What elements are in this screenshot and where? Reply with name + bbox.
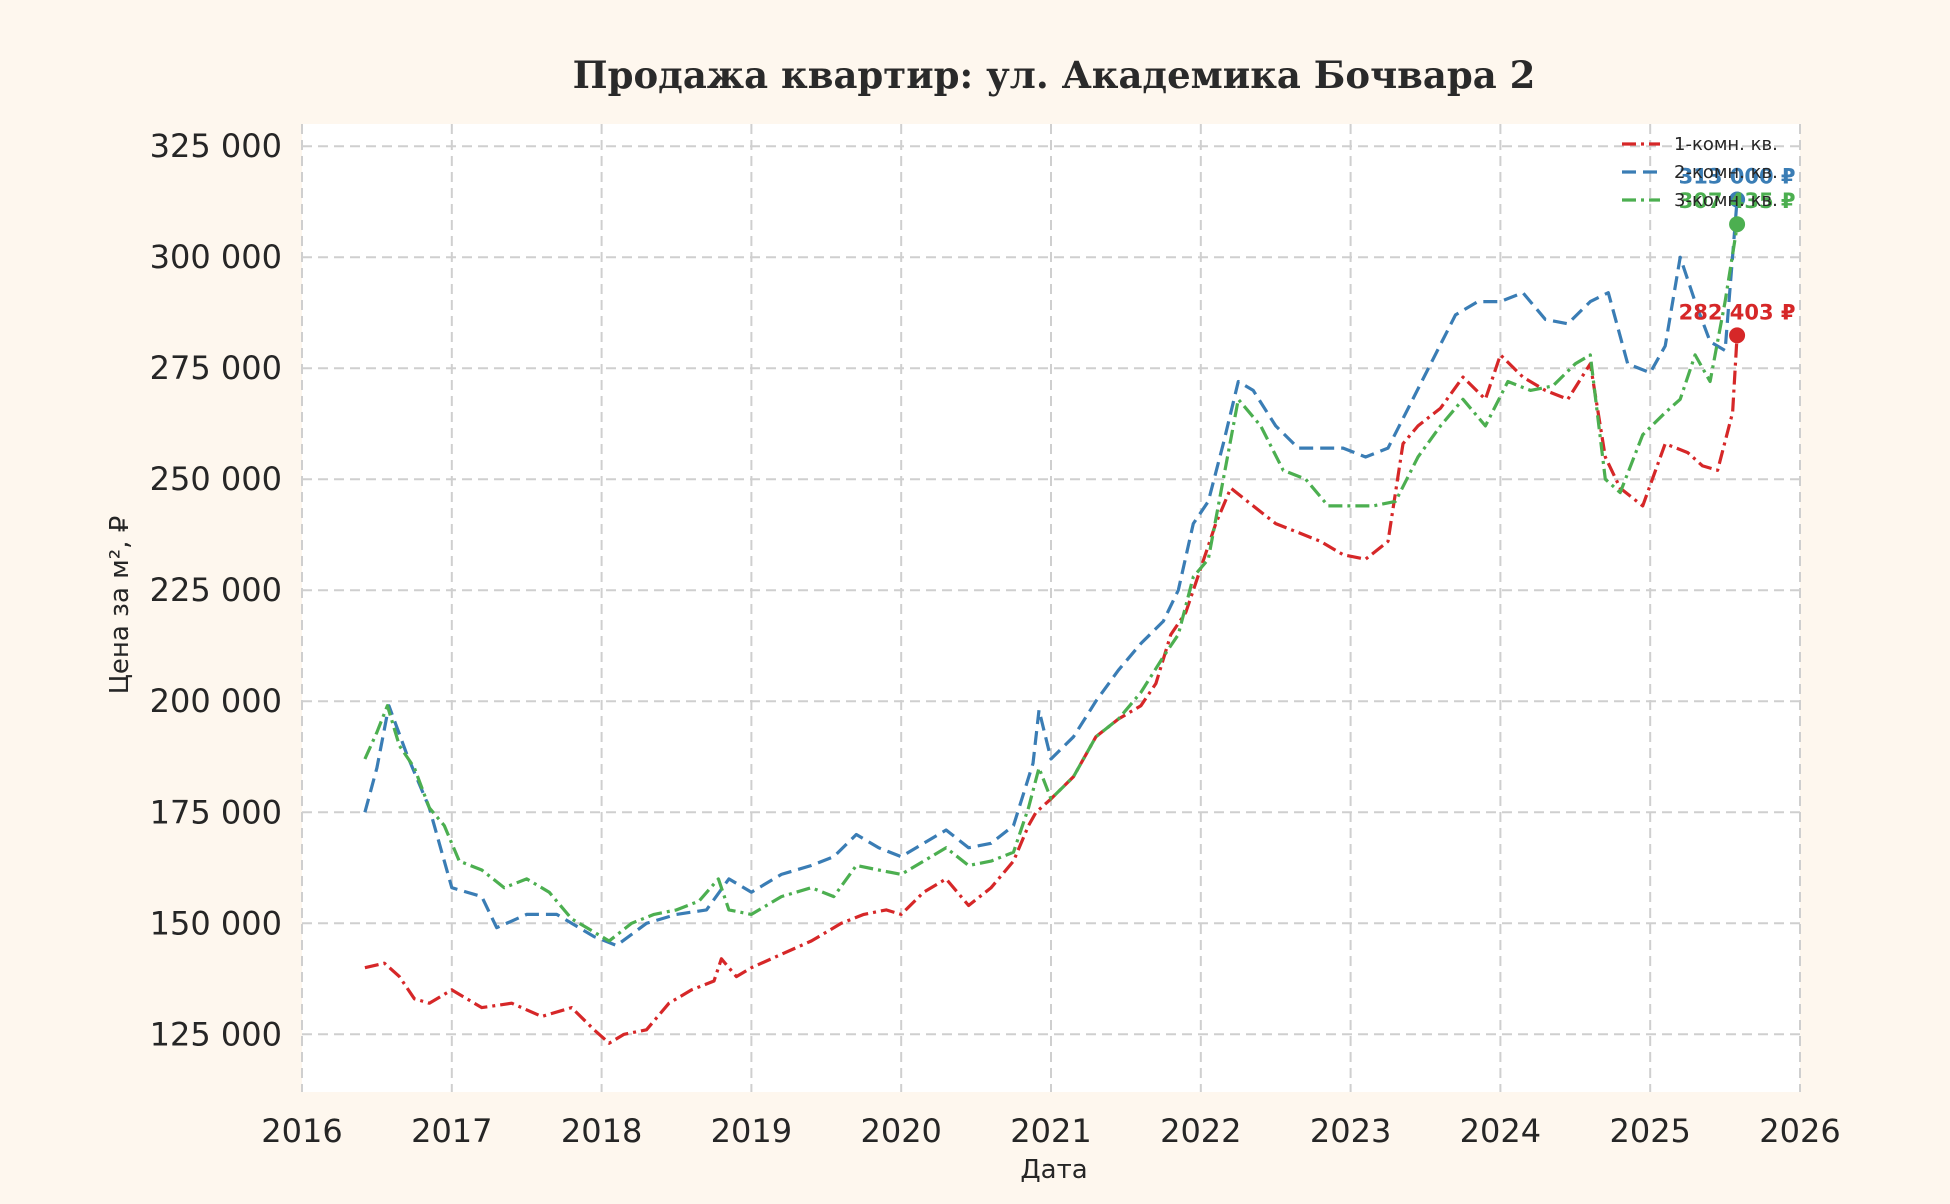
y-tick-label: 300 000	[150, 238, 282, 276]
last-value-marker	[1729, 327, 1746, 344]
x-tick-label: 2024	[1460, 1112, 1541, 1150]
series-line-2	[363, 199, 1739, 948]
x-tick-label: 2026	[1759, 1112, 1840, 1150]
y-axis-label: Цена за м², ₽	[105, 516, 135, 695]
y-tick-label: 250 000	[150, 460, 282, 498]
legend-label: 3-комн. кв.	[1674, 190, 1778, 211]
x-tick-label: 2019	[711, 1112, 792, 1150]
grid	[301, 124, 1801, 1092]
y-tick-label: 275 000	[150, 349, 282, 387]
legend: 1-комн. кв. 2-комн. кв. 3-комн. кв.	[1622, 134, 1778, 211]
x-tick-label: 2023	[1310, 1112, 1391, 1150]
x-tick-label: 2020	[860, 1112, 941, 1150]
x-tick-label: 2025	[1609, 1112, 1690, 1150]
series-line-3	[363, 225, 1739, 943]
y-tick-label: 125 000	[150, 1015, 282, 1053]
last-value-marker	[1729, 191, 1746, 208]
y-tick-label: 150 000	[150, 904, 282, 942]
y-tick-label: 175 000	[150, 793, 282, 831]
y-tick-label: 200 000	[150, 682, 282, 720]
y-tick-label: 325 000	[150, 127, 282, 165]
x-tick-label: 2022	[1160, 1112, 1241, 1150]
legend-label: 2-комн. кв.	[1674, 162, 1778, 183]
last-value-marker	[1729, 216, 1746, 233]
last-value-label: 313 000 ₽	[1679, 164, 1796, 188]
tick-labels: 125 000 150 000 175 000 200 000 225 000 250 0…	[150, 127, 1841, 1150]
series-layer	[363, 199, 1739, 1045]
x-tick-label: 2018	[561, 1112, 642, 1150]
last-value-label: 282 403 ₽	[1679, 300, 1796, 324]
legend-label: 1-комн. кв.	[1674, 134, 1778, 155]
x-tick-label: 2016	[261, 1112, 342, 1150]
x-tick-label: 2021	[1010, 1112, 1091, 1150]
x-tick-label: 2017	[411, 1112, 492, 1150]
annotations: 282 403 ₽ 313 000 ₽307 435 ₽	[1679, 164, 1796, 344]
y-tick-label: 225 000	[150, 571, 282, 609]
series-line-1	[364, 335, 1739, 1045]
x-axis-label: Дата	[1020, 1155, 1087, 1185]
last-value-label: 307 435 ₽	[1679, 189, 1796, 213]
chart-title: Продажа квартир: ул. Академика Бочвара 2	[573, 53, 1536, 97]
